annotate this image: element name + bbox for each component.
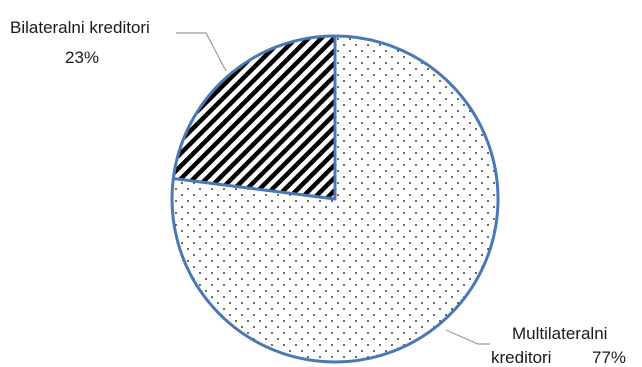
- bilateral-slice: [171, 34, 337, 201]
- multilateral-label-name-line2: kreditori: [491, 348, 551, 367]
- bilateral-label-name: Bilateralni kreditori: [10, 18, 150, 37]
- bilateral-label-value: 23%: [65, 48, 99, 67]
- multilateral-label-name-line1: Multilateralni: [512, 324, 607, 343]
- multilateral-leader-line: [445, 329, 490, 345]
- multilateral-label-value: 77%: [592, 348, 626, 367]
- multilateral-slice: [170, 34, 500, 364]
- pie-slices: [170, 34, 500, 364]
- bilateral-leader-line: [176, 32, 227, 72]
